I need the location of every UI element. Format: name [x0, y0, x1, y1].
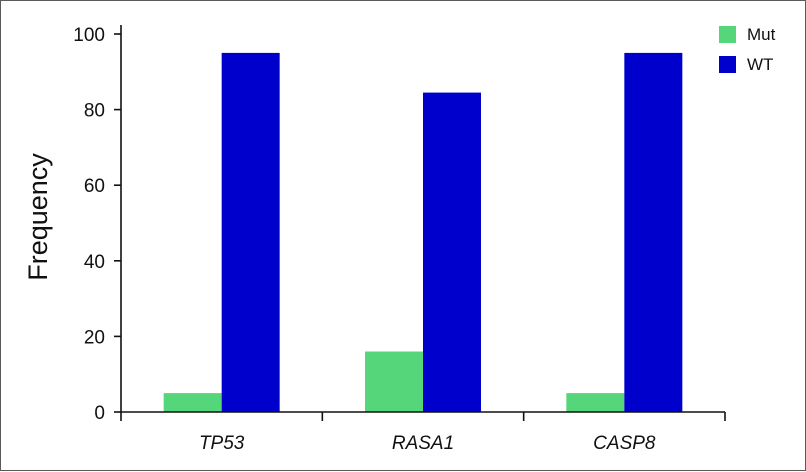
legend-swatch-mut [719, 26, 736, 43]
legend-label-mut: Mut [747, 25, 776, 44]
x-tick-label: TP53 [199, 433, 245, 454]
bar-wt-tp53 [221, 52, 280, 413]
bar-mut-rasa1 [365, 351, 423, 412]
x-axis: TP53 RASA1 CASP8 [120, 411, 726, 454]
x-tick-label: CASP8 [593, 433, 656, 454]
bars-group [163, 52, 683, 413]
y-tick-label: 0 [94, 403, 105, 424]
y-tick-label: 80 [84, 101, 105, 122]
y-tick-label: 20 [84, 327, 105, 348]
y-tick-label: 100 [73, 25, 105, 46]
y-tick-label: 60 [84, 176, 105, 197]
bar-wt-casp8 [624, 52, 683, 413]
x-tick-label: RASA1 [392, 433, 454, 454]
y-axis: 0 20 40 60 80 100 [73, 25, 122, 424]
y-tick-label: 40 [84, 252, 105, 273]
bar-mut-tp53 [163, 393, 222, 412]
y-axis-title: Frequency [23, 153, 53, 281]
legend-swatch-wt [719, 56, 736, 73]
bar-mut-casp8 [566, 393, 625, 412]
legend: Mut WT [719, 25, 776, 74]
bar-wt-rasa1 [423, 92, 481, 412]
legend-label-wt: WT [747, 55, 773, 74]
